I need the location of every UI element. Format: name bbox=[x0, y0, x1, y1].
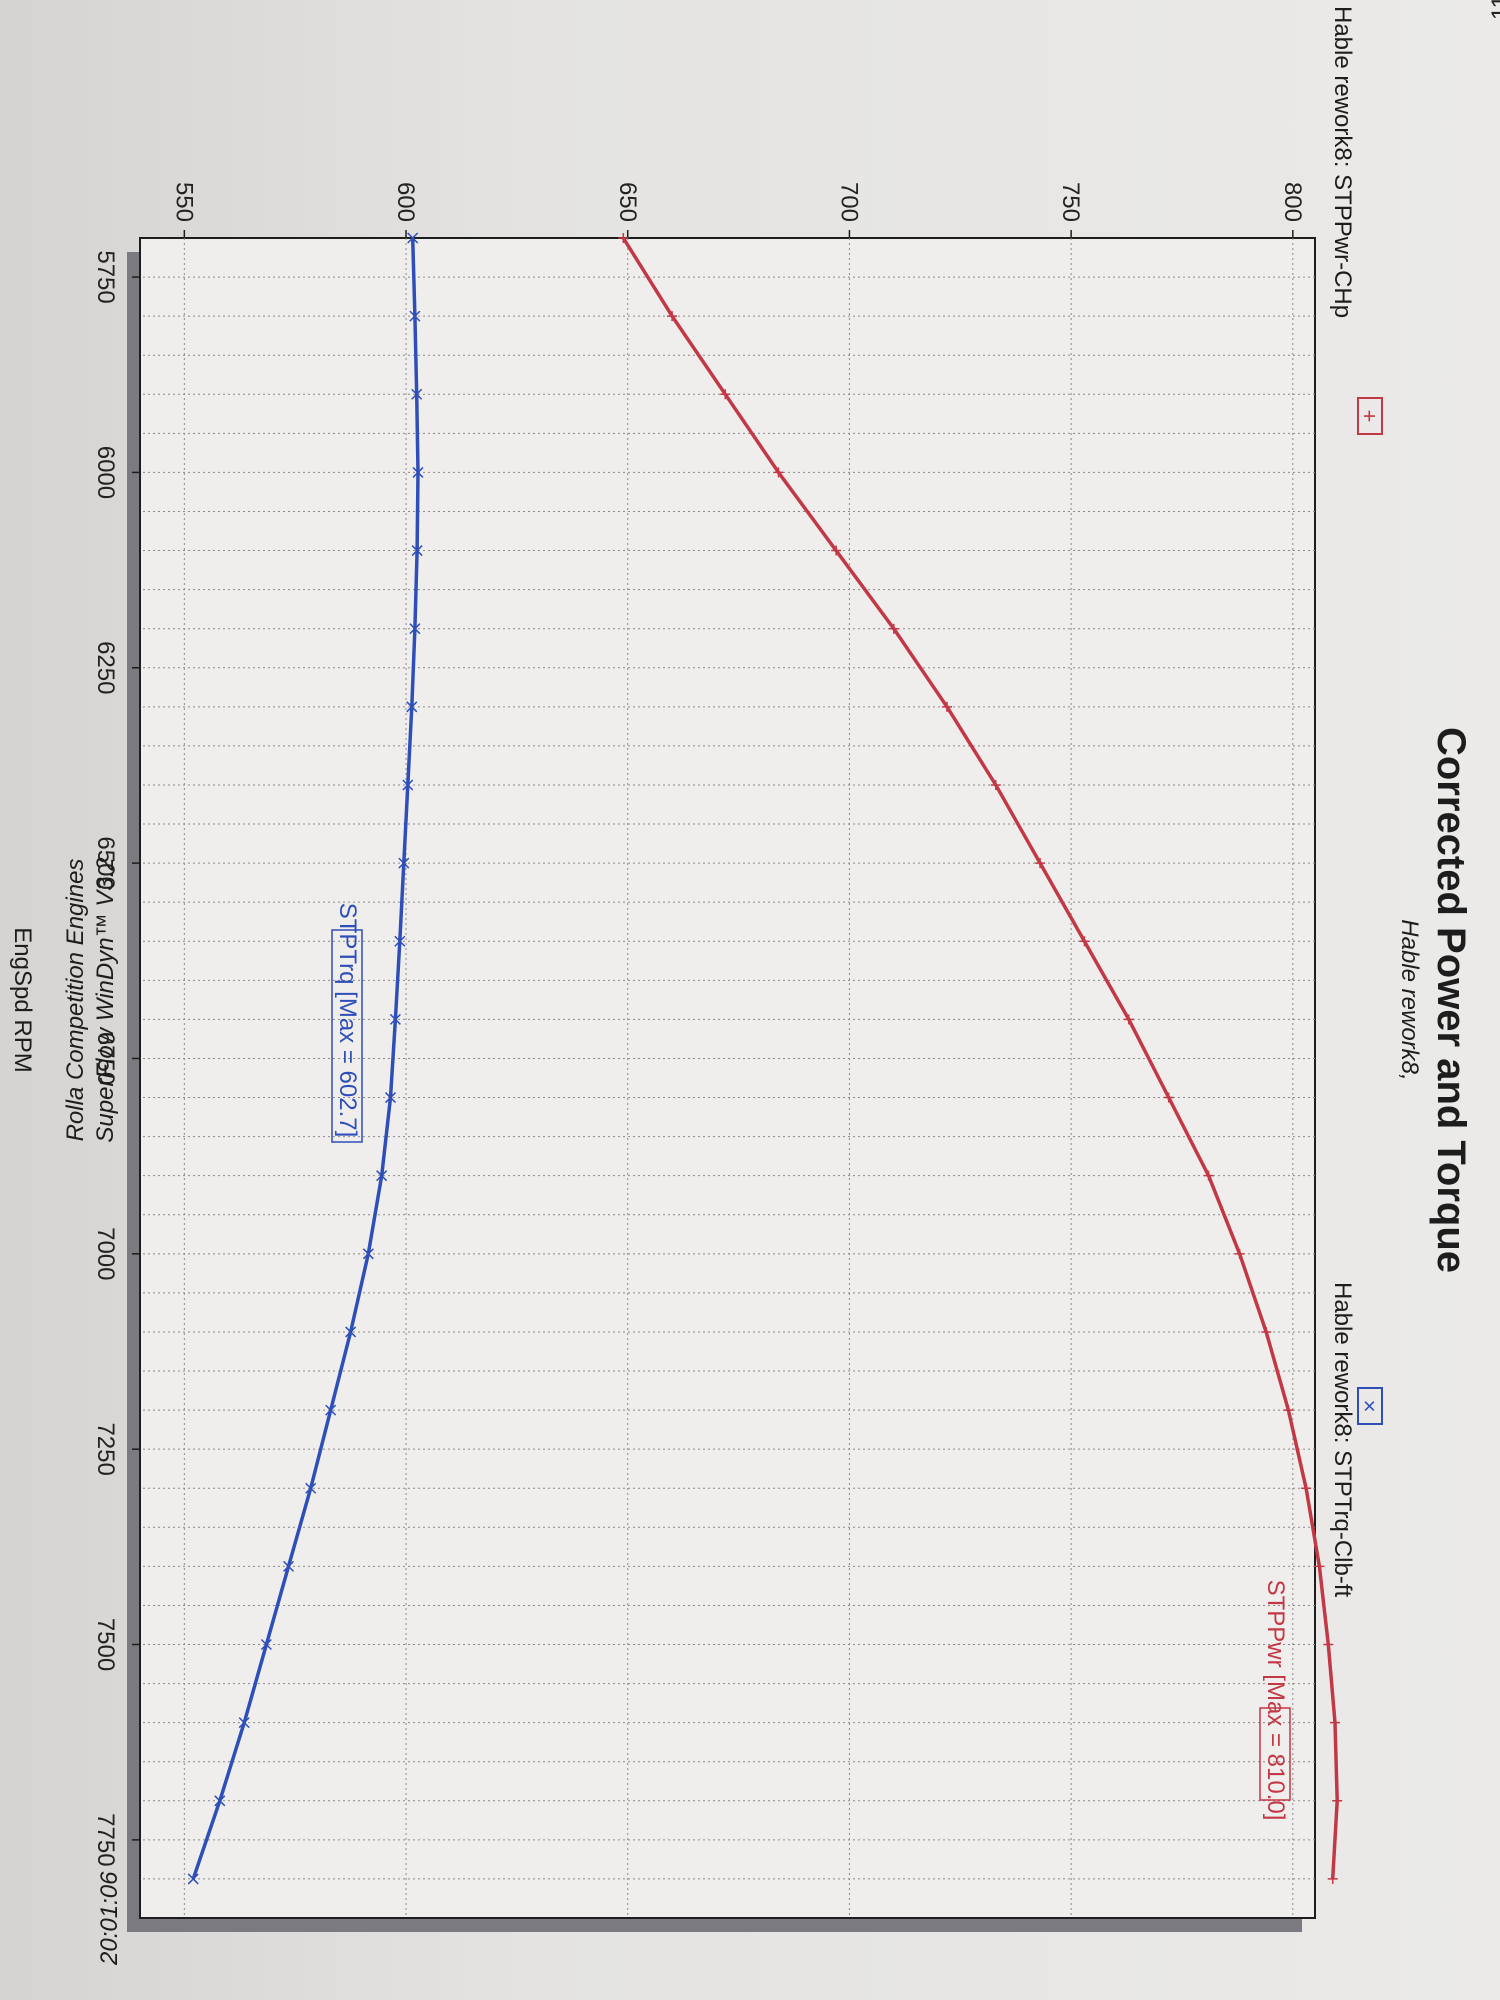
chart-subtitle: Hable rework8, bbox=[1396, 919, 1423, 1080]
torque-point-marker bbox=[398, 857, 410, 869]
legend-power-symbol: + bbox=[1357, 410, 1382, 423]
power-point-marker bbox=[1123, 1014, 1134, 1025]
torque-point-marker bbox=[187, 1873, 199, 1885]
torque-point-marker bbox=[409, 310, 421, 322]
torque-point-marker bbox=[411, 545, 423, 557]
x-tick-label: 6500 bbox=[92, 836, 119, 889]
power-point-marker bbox=[1035, 858, 1046, 869]
footer-line1: Rolla Competition Engines bbox=[62, 859, 89, 1142]
torque-point-marker bbox=[406, 701, 418, 713]
footer-line2: SuperFlow WinDyn™ V3.2 bbox=[92, 857, 119, 1142]
torque-point-marker bbox=[238, 1717, 250, 1729]
y-tick-label: 600 bbox=[392, 182, 419, 222]
power-point-marker bbox=[1163, 1092, 1174, 1103]
plot-area bbox=[139, 237, 1316, 1919]
legend-torque-label: Hable rework8: STPTrq-Clb-ft bbox=[1329, 1282, 1356, 1598]
chart-title: Corrected Power and Torque bbox=[1429, 727, 1473, 1273]
power-point-marker bbox=[773, 467, 784, 478]
y-tick-label: 750 bbox=[1057, 182, 1084, 222]
torque-point-marker bbox=[411, 388, 423, 400]
power-point-marker bbox=[1283, 1405, 1294, 1416]
x-axis-label: EngSpd RPM bbox=[9, 927, 36, 1072]
series-line-0 bbox=[621, 237, 1339, 1880]
power-point-marker bbox=[1329, 1717, 1340, 1728]
power-point-marker bbox=[618, 233, 629, 243]
footer-time: 20:01:06 bbox=[96, 1871, 123, 1966]
torque-point-marker bbox=[376, 1170, 388, 1182]
torque-point-marker bbox=[362, 1248, 374, 1260]
x-tick-label: 7750 bbox=[92, 1813, 119, 1866]
y-tick-label: 650 bbox=[614, 182, 641, 222]
x-tick-label: 6750 bbox=[92, 1032, 119, 1085]
torque-point-marker bbox=[305, 1482, 317, 1494]
power-point-marker bbox=[888, 623, 899, 634]
torque-max-label: STPTrq [Max = 602.7] bbox=[334, 903, 361, 1138]
power-max-label: STPPwr [Max = 810.0] bbox=[1262, 1580, 1289, 1821]
power-point-marker bbox=[831, 545, 842, 556]
torque-point-marker bbox=[412, 466, 424, 478]
x-tick-label: 6000 bbox=[92, 446, 119, 499]
torque-point-marker bbox=[384, 1091, 397, 1104]
x-tick-label: 7000 bbox=[92, 1227, 119, 1280]
legend-torque: × Hable rework8: STPTrq-Clb-ft bbox=[1329, 1282, 1383, 1598]
torque-point-marker bbox=[402, 779, 414, 791]
annotations: STPPwr [Max = 810.0] STPTrq [Max = 602.7] bbox=[331, 903, 1291, 1821]
x-tick-label: 7250 bbox=[92, 1422, 119, 1475]
y-tick-label: 700 bbox=[835, 182, 862, 222]
torque-max-box bbox=[331, 929, 363, 1143]
torque-point-marker bbox=[325, 1404, 337, 1416]
power-point-marker bbox=[1323, 1639, 1334, 1650]
power-point-marker bbox=[941, 701, 952, 712]
x-tick-label: 6250 bbox=[92, 641, 119, 694]
series-layer bbox=[187, 232, 1343, 1885]
legend-power-box bbox=[1357, 397, 1383, 435]
footer-date: 11/26/21 bbox=[1487, 0, 1500, 20]
torque-point-marker bbox=[389, 1013, 401, 1025]
power-point-marker bbox=[1261, 1326, 1272, 1337]
legend-torque-symbol: × bbox=[1357, 1400, 1382, 1413]
power-point-marker bbox=[1327, 1873, 1338, 1884]
torque-point-marker bbox=[409, 623, 421, 635]
power-point-marker bbox=[1301, 1483, 1312, 1494]
power-point-marker bbox=[1314, 1561, 1325, 1572]
footer-credits: Rolla Competition Engines SuperFlow WinD… bbox=[62, 857, 119, 1142]
torque-point-marker bbox=[260, 1638, 272, 1651]
power-point-marker bbox=[720, 389, 731, 400]
power-point-marker bbox=[1203, 1170, 1214, 1181]
power-point-marker bbox=[667, 311, 678, 322]
torque-point-marker bbox=[407, 232, 419, 244]
power-point-marker bbox=[1234, 1248, 1245, 1259]
legend-power-label: Hable rework8: STPPwr-CHp bbox=[1329, 6, 1356, 318]
legend-torque-box bbox=[1357, 1387, 1383, 1425]
power-point-marker bbox=[990, 779, 1001, 790]
y-axis-ticks: 550 600 650 700 750 800 bbox=[170, 182, 1306, 238]
torque-point-marker bbox=[345, 1326, 357, 1338]
power-point-marker bbox=[1079, 936, 1090, 947]
gridlines bbox=[140, 238, 1315, 1918]
x-tick-label: 7500 bbox=[92, 1618, 119, 1671]
torque-point-marker bbox=[394, 935, 406, 947]
power-max-box bbox=[1259, 1707, 1291, 1801]
y-tick-label: 550 bbox=[170, 182, 197, 222]
torque-point-marker bbox=[214, 1795, 226, 1807]
x-tick-label: 5750 bbox=[92, 250, 119, 303]
series-line-1 bbox=[191, 237, 420, 1880]
legend-power: + Hable rework8: STPPwr-CHp bbox=[1329, 6, 1383, 435]
x-axis-ticks: 5750 6000 6250 6500 6750 7000 7250 7500 7750 bbox=[92, 250, 140, 1867]
y-tick-label: 800 bbox=[1279, 182, 1306, 222]
power-point-marker bbox=[1332, 1795, 1343, 1806]
torque-point-marker bbox=[283, 1560, 295, 1572]
